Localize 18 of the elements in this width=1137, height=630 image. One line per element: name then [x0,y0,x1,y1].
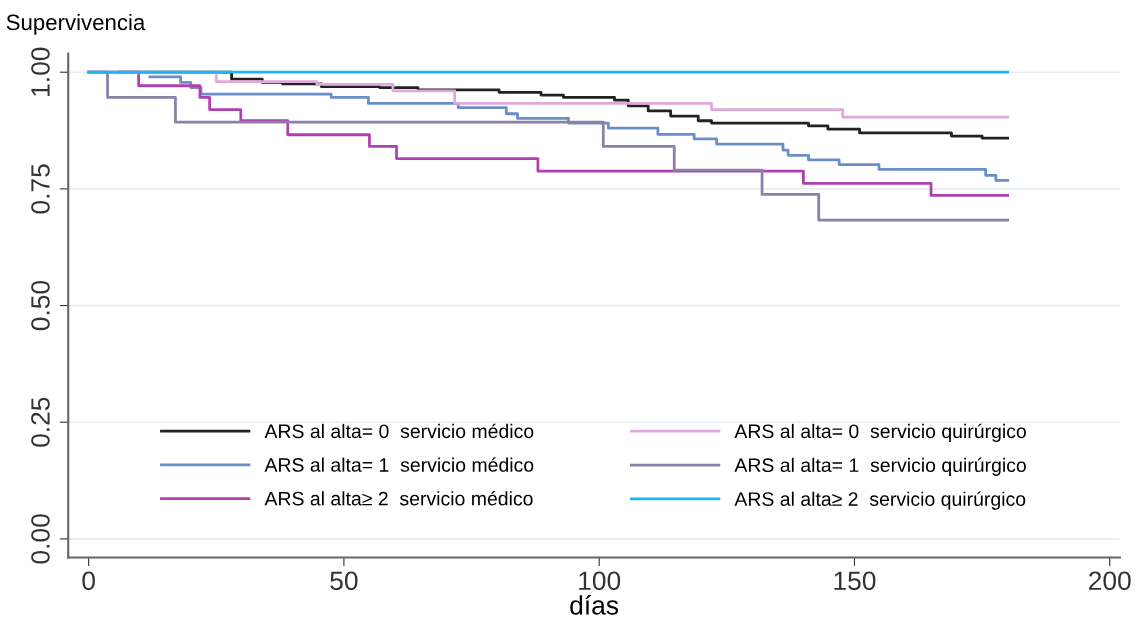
x-tick-label: 200 [1089,571,1131,591]
x-tick-label: 150 [834,571,876,591]
x-tick-label: 0 [82,571,95,591]
x-axis-title: días [570,595,619,615]
legend-label: ARS al alta= 0 servicio médico [264,423,534,439]
x-tick-label: 50 [330,571,358,591]
y-axis-title: Supervivencia [6,13,146,35]
y-tick-label: 0.50 [31,280,50,331]
y-tick-label: 0.00 [31,514,50,564]
y-tick-label: 0.25 [31,397,50,447]
legend-label: ARS al alta= 1 servicio quirúrgico [734,457,1026,476]
x-tick-label: 100 [579,571,621,591]
legend-label: ARS al alta= 1 servicio médico [264,457,534,472]
legend-label: ARS al alta= 0 servicio quirúrgico [734,423,1026,442]
legend-label: ARS al alta≥ 2 servicio médico [264,491,533,506]
legend-label: ARS al alta≥ 2 servicio quirúrgico [734,491,1026,510]
y-tick-label: 0.75 [31,164,50,214]
y-tick-label: 1.00 [31,47,50,96]
